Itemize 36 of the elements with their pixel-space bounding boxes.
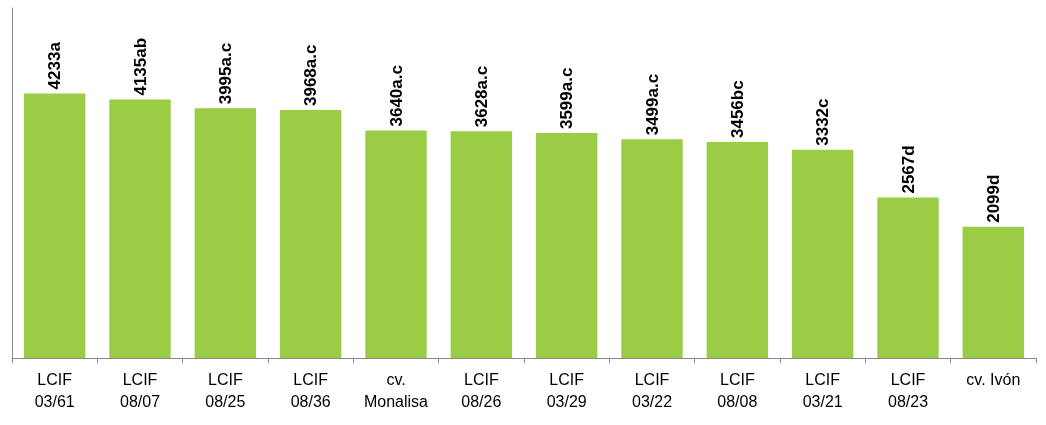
x-tick-label: cv. Monalisa — [363, 370, 429, 410]
bar — [450, 131, 513, 358]
x-tick-label: cv. Ivón — [966, 370, 1021, 388]
data-label: 3332c — [813, 98, 833, 146]
bar — [109, 99, 171, 358]
data-label: 4135ab — [130, 37, 150, 96]
data-label: 3628a.c — [471, 65, 491, 128]
data-label: 3995a.c — [215, 42, 235, 105]
x-tick-label: LCIF 03/61 — [34, 370, 75, 410]
x-tick-label: LCIF 08/23 — [887, 370, 929, 410]
bar — [791, 149, 854, 358]
data-label: 3456bc — [727, 80, 747, 138]
bar — [365, 130, 427, 358]
data-label: 3640a.c — [386, 65, 406, 127]
bar — [877, 197, 939, 358]
bar — [194, 108, 257, 358]
data-label: 3499a.c — [642, 73, 662, 136]
x-tick-label: LCIF 03/21 — [802, 370, 843, 410]
bar — [706, 142, 769, 358]
x-tick-label: LCIF 08/26 — [461, 370, 502, 410]
bar — [962, 226, 1025, 358]
data-label: 3599a.c — [557, 67, 577, 130]
x-tick-label: LCIF 08/25 — [205, 370, 246, 410]
data-label: 4233a — [45, 41, 65, 90]
data-label: 2567d — [898, 145, 918, 194]
x-tick-label: LCIF 03/22 — [631, 370, 673, 410]
x-tick-label: LCIF 08/36 — [290, 370, 331, 410]
data-label: 3968a.c — [301, 44, 321, 106]
bar — [279, 110, 342, 358]
bar — [23, 93, 86, 358]
bar — [621, 139, 683, 358]
data-label: 2099d — [983, 174, 1003, 223]
bar — [535, 133, 598, 358]
x-tick-label: LCIF 03/29 — [546, 370, 587, 410]
x-tick-label: LCIF 08/08 — [717, 370, 758, 410]
x-tick-label: LCIF 08/07 — [119, 370, 161, 410]
